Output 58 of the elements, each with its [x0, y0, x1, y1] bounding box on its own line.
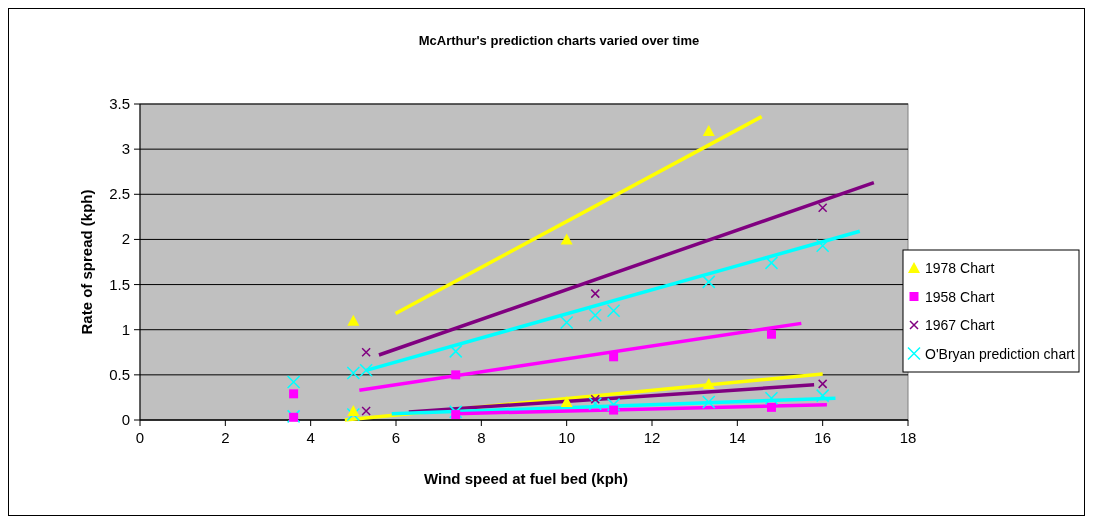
point: [590, 394, 600, 404]
y-tick-label: 2: [121, 230, 130, 248]
y-tick-label: 3.5: [109, 95, 130, 112]
point: [609, 405, 619, 415]
point: [289, 389, 299, 399]
x-tick-label: 0: [135, 429, 145, 446]
point: [764, 391, 779, 406]
point: [606, 304, 621, 318]
point: [451, 410, 461, 420]
y-tick-label: 2.5: [109, 185, 130, 203]
point: [560, 233, 573, 245]
legend-label: 1978 Chart: [925, 260, 995, 276]
y-tick-label: 0.5: [109, 365, 130, 383]
y-tick-label: 3: [121, 140, 130, 158]
point: [588, 397, 602, 411]
point: [286, 375, 301, 389]
x-tick-label: 14: [728, 429, 746, 446]
point: [609, 352, 619, 362]
y-tick-label: 1: [121, 320, 130, 338]
point: [817, 203, 828, 213]
x-axis-title: Wind speed at fuel bed (kph): [423, 470, 629, 487]
point: [448, 344, 463, 359]
point: [451, 370, 461, 380]
x-tick-label: 6: [391, 429, 401, 446]
point: [815, 388, 830, 403]
point: [448, 405, 463, 419]
point: [815, 239, 830, 253]
y-tick-label: 0: [121, 411, 130, 428]
point: [702, 395, 716, 409]
legend-label: O'Bryan prediction chart: [925, 345, 1075, 362]
point: [702, 377, 715, 389]
point: [764, 256, 779, 270]
point: [606, 397, 621, 412]
point: [588, 308, 602, 323]
point: [361, 406, 371, 416]
point: [361, 347, 371, 358]
x-tick-label: 18: [899, 429, 917, 446]
point: [590, 288, 600, 299]
point: [347, 404, 360, 416]
legend-label: 1958 Chart: [925, 288, 995, 305]
x-tick-label: 4: [306, 429, 315, 446]
point: [560, 395, 573, 407]
x-tick-label: 2: [221, 429, 230, 446]
point: [702, 275, 716, 289]
x-tick-label: 8: [477, 429, 486, 446]
point: [559, 315, 574, 330]
y-tick-label: 1.5: [109, 275, 130, 293]
x-tick-label: 10: [558, 429, 576, 446]
chart-title: McArthur's prediction charts varied over time: [418, 33, 700, 48]
x-tick-label: 12: [643, 429, 661, 446]
legend-label: 1967 Chart: [925, 317, 995, 333]
point: [702, 125, 715, 137]
point: [766, 402, 776, 412]
point: [766, 329, 776, 339]
point: [817, 379, 828, 389]
y-axis-title: Rate of spread (kph): [78, 189, 95, 335]
x-tick-label: 16: [814, 429, 832, 446]
point: [347, 314, 360, 326]
